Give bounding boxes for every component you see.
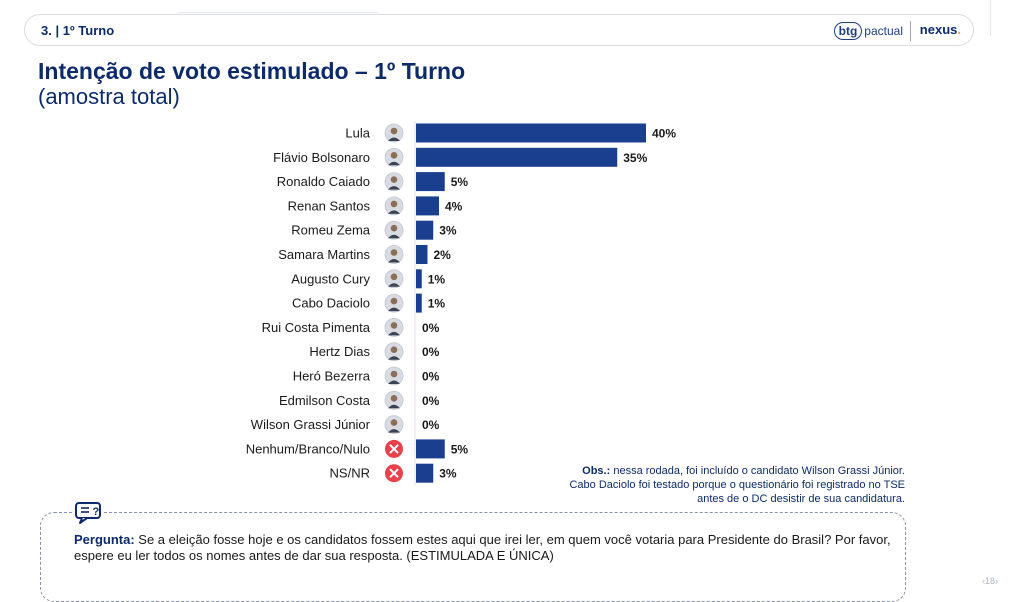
category-label: Heró Bezerra	[293, 369, 371, 384]
value-label: 0%	[422, 370, 440, 384]
value-label: 40%	[652, 127, 676, 141]
value-label: 3%	[439, 467, 457, 481]
category-label: Cabo Daciolo	[292, 296, 370, 311]
value-label: 0%	[422, 394, 440, 408]
bar	[416, 269, 422, 289]
bar	[416, 147, 618, 167]
question-label: Pergunta:	[74, 532, 135, 547]
frame-line	[178, 12, 378, 13]
x-circle-icon	[385, 464, 403, 483]
bar	[416, 220, 434, 240]
category-label: NS/NR	[330, 466, 370, 481]
question-text: Pergunta: Se a eleição fosse hoje e os c…	[74, 532, 894, 564]
candidate-avatar	[384, 269, 404, 289]
svg-text:?: ?	[93, 506, 100, 518]
btg-logo-text: pactual	[864, 24, 903, 38]
value-label: 4%	[445, 199, 463, 213]
x-circle-icon	[385, 439, 403, 458]
category-label: Romeu Zema	[291, 223, 371, 238]
candidate-avatar	[384, 415, 404, 435]
category-label: Lula	[345, 126, 370, 141]
nexus-logo-dot: .	[957, 22, 961, 37]
frame-line	[990, 0, 991, 36]
candidate-avatar	[384, 147, 404, 167]
header-bar: 3. | 1º Turno btg pactual nexus.	[24, 14, 974, 46]
value-label: 0%	[422, 321, 440, 335]
page-title: Intenção de voto estimulado – 1º Turno	[38, 58, 466, 84]
value-label: 1%	[428, 297, 446, 311]
candidate-avatar	[384, 123, 404, 143]
value-label: 3%	[439, 224, 457, 238]
category-label: Augusto Cury	[291, 271, 370, 286]
candidate-avatar	[384, 317, 404, 337]
section-label: 3. | 1º Turno	[41, 23, 115, 38]
candidate-avatar	[384, 220, 404, 240]
nexus-logo: nexus.	[920, 22, 961, 37]
logo-divider	[910, 21, 911, 41]
category-label: Wilson Grassi Júnior	[251, 417, 371, 432]
chat-icon: ?	[74, 501, 104, 525]
page-number-value: 18	[985, 576, 996, 586]
category-label: Nenhum/Branco/Nulo	[246, 441, 370, 456]
candidate-avatar	[384, 196, 404, 216]
candidate-avatar	[384, 342, 404, 362]
candidate-avatar	[384, 390, 404, 410]
btg-pactual-logo: btg pactual	[833, 21, 903, 41]
observation-text: nessa rodada, foi incluído o candidato W…	[569, 465, 905, 505]
bar	[416, 293, 422, 313]
candidate-avatar	[384, 172, 404, 192]
candidate-avatar	[384, 366, 404, 386]
category-label: Rui Costa Pimenta	[262, 320, 371, 335]
question-body: Se a eleição fosse hoje e os candidatos …	[74, 532, 891, 563]
candidate-avatar	[384, 245, 404, 264]
category-label: Flávio Bolsonaro	[273, 150, 370, 165]
bar	[416, 196, 439, 216]
value-label: 0%	[422, 345, 440, 359]
page-subtitle: (amostra total)	[38, 84, 180, 109]
btg-logo-mark: btg	[833, 22, 863, 40]
bar	[416, 172, 445, 192]
candidate-avatar	[384, 293, 404, 313]
category-label: Edmilson Costa	[279, 393, 371, 408]
observation-note: Obs.: nessa rodada, foi incluído o candi…	[560, 464, 905, 506]
category-label: Renan Santos	[288, 198, 371, 213]
observation-label: Obs.:	[582, 465, 611, 477]
category-label: Samara Martins	[278, 247, 370, 262]
category-label: Hertz Dias	[309, 344, 370, 359]
value-label: 2%	[434, 248, 452, 262]
value-label: 5%	[451, 175, 469, 189]
bar-chart: Lula 40% Flávio Bolsonaro 35% Ronaldo Caiado…	[246, 121, 676, 486]
value-label: 0%	[422, 418, 440, 432]
value-label: 5%	[451, 442, 469, 456]
bar	[416, 245, 428, 264]
page-number: ‹18›	[982, 576, 999, 586]
bar	[416, 123, 646, 143]
value-label: 1%	[428, 272, 446, 286]
category-label: Ronaldo Caiado	[277, 174, 370, 189]
nexus-logo-text: nexus	[919, 22, 958, 37]
value-label: 35%	[623, 151, 647, 165]
bar	[416, 439, 445, 459]
bar	[416, 463, 434, 483]
